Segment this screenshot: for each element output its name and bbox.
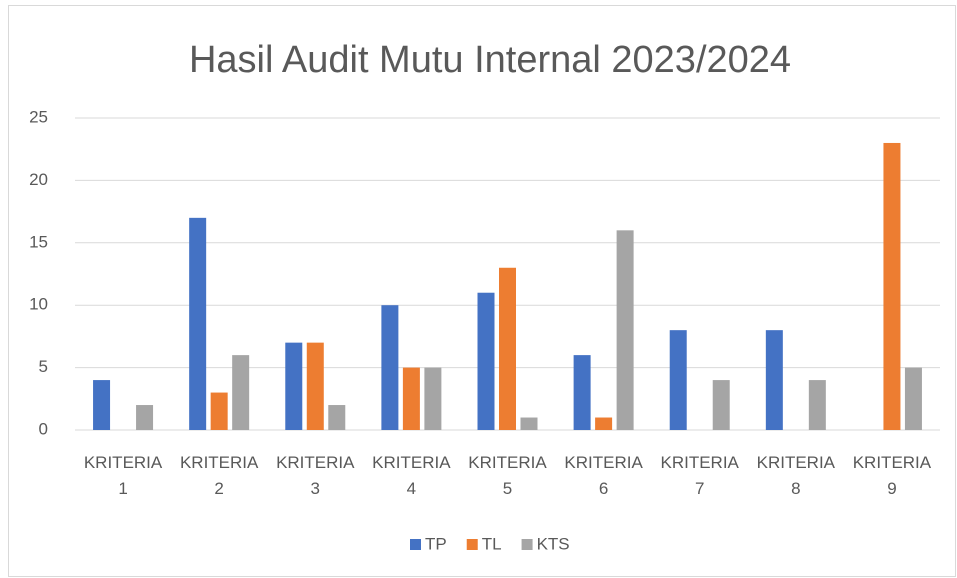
bar xyxy=(402,367,420,430)
bar xyxy=(189,217,207,430)
bar xyxy=(808,380,826,430)
bar xyxy=(136,405,154,430)
bar xyxy=(573,355,591,430)
bar xyxy=(424,367,442,430)
bar xyxy=(210,392,228,430)
x-tick-label: KRITERIA 9 xyxy=(852,453,932,498)
bar xyxy=(712,380,730,430)
x-tick-label: KRITERIA 1 xyxy=(83,453,163,498)
bar xyxy=(285,342,303,430)
y-tick-label: 15 xyxy=(29,232,48,251)
y-tick-label: 0 xyxy=(39,419,48,438)
y-tick-label: 5 xyxy=(39,357,48,376)
legend-label: TL xyxy=(482,534,502,553)
x-tick-label: KRITERIA 6 xyxy=(564,453,643,498)
bar xyxy=(306,342,324,430)
x-tick-label: KRITERIA 3 xyxy=(276,453,355,498)
legend-label: TP xyxy=(425,534,447,553)
x-tick-label: KRITERIA 4 xyxy=(372,453,451,498)
legend-swatch xyxy=(521,539,533,550)
x-tick-label: KRITERIA 2 xyxy=(179,453,259,498)
y-tick-label: 25 xyxy=(29,107,48,126)
bar xyxy=(595,417,613,430)
bar xyxy=(616,230,634,430)
bar xyxy=(883,142,901,430)
bar xyxy=(477,292,495,430)
chart-title: Hasil Audit Mutu Internal 2023/2024 xyxy=(189,39,791,81)
bar xyxy=(232,355,250,430)
x-tick-label: KRITERIA 8 xyxy=(756,453,836,498)
y-tick-label: 20 xyxy=(29,170,48,189)
x-tick-label: KRITERIA 5 xyxy=(468,453,547,498)
bar xyxy=(669,330,687,430)
x-tick-label: KRITERIA 7 xyxy=(660,453,739,498)
bar xyxy=(499,267,516,430)
bar xyxy=(520,417,538,430)
bar xyxy=(93,380,111,430)
y-tick-label: 10 xyxy=(29,295,48,314)
bar xyxy=(328,405,346,430)
bar xyxy=(904,367,922,430)
legend-label: KTS xyxy=(537,534,570,553)
bar xyxy=(765,330,783,430)
chart-border xyxy=(8,5,956,577)
bar xyxy=(381,305,399,430)
legend-swatch xyxy=(410,539,421,550)
legend-swatch xyxy=(466,539,478,550)
